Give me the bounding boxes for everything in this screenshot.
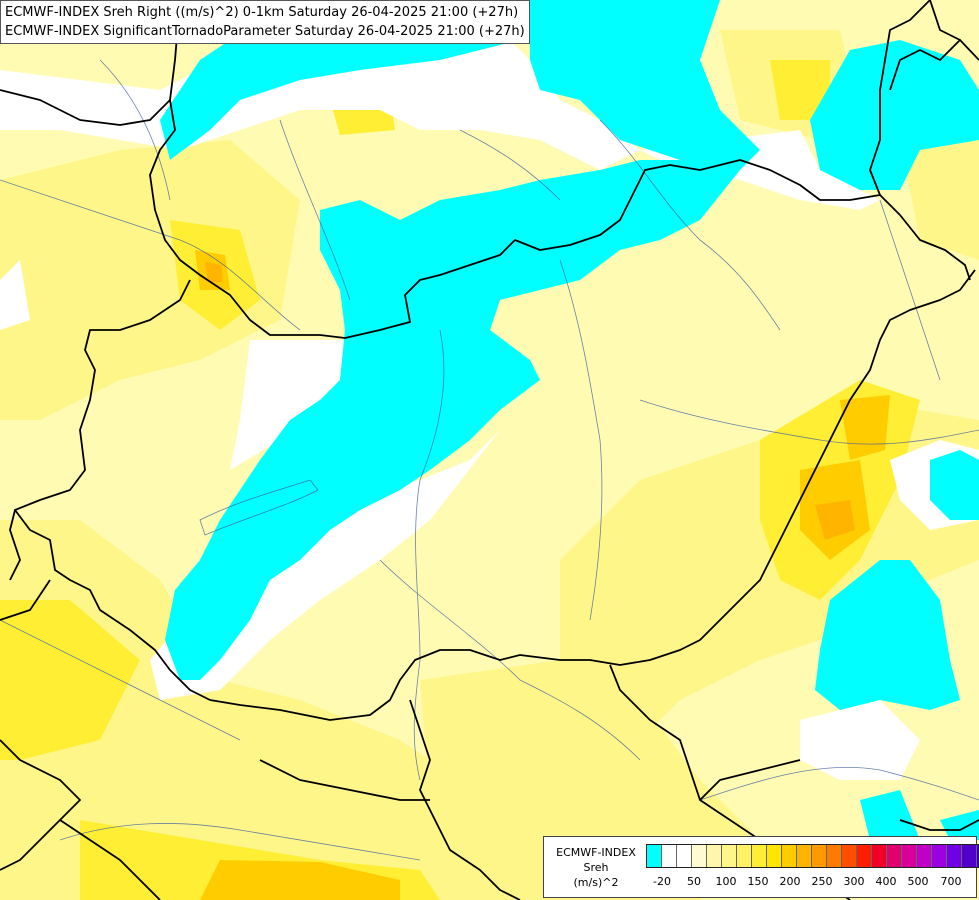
legend-swatch [887,845,902,867]
legend-swatch [962,845,977,867]
legend-swatch [722,845,737,867]
legend-swatch [872,845,887,867]
legend-swatch [977,845,979,867]
legend-swatch [677,845,692,867]
legend-line-unit: (m/s)^2 [573,876,619,889]
legend-swatch [812,845,827,867]
legend-tick-label: 100 [715,875,737,888]
legend-swatch [647,845,662,867]
legend-swatch [767,845,782,867]
legend-tick-label: 50 [687,875,701,888]
map-title: ECMWF-INDEX Sreh Right ((m/s)^2) 0-1km S… [0,0,530,44]
legend-tick-label: 250 [811,875,833,888]
legend-ticks: -20 50 100 150 200 250 300 400 500 700 [646,875,976,891]
legend-swatches [646,844,979,868]
legend-tick-label: 400 [875,875,897,888]
legend-swatch [692,845,707,867]
legend-swatch [917,845,932,867]
legend-swatch [947,845,962,867]
legend-line-model: ECMWF-INDEX [556,846,636,859]
legend-tick-label: 200 [779,875,801,888]
legend-swatch [737,845,752,867]
legend-tick-label: 700 [940,875,962,888]
sreh-field-orange-strong [205,262,855,540]
legend-swatch [842,845,857,867]
legend-line-var: Sreh [583,861,609,874]
title-line-stp: ECMWF-INDEX SignificantTornadoParameter … [5,24,525,39]
legend-swatch [857,845,872,867]
legend-tick-label: 500 [907,875,929,888]
legend-tick-label: -20 [653,875,671,888]
title-line-sreh: ECMWF-INDEX Sreh Right ((m/s)^2) 0-1km S… [5,5,519,20]
legend-swatch [827,845,842,867]
legend-swatch [932,845,947,867]
legend-tick-label: 150 [747,875,769,888]
legend-swatch [782,845,797,867]
legend-swatch [797,845,812,867]
legend-swatch [707,845,722,867]
color-legend: ECMWF-INDEX Sreh (m/s)^2 -20 50 100 150 200 2… [543,836,979,898]
legend-swatch [902,845,917,867]
rivers [0,59,979,861]
legend-tick-label: 300 [843,875,865,888]
legend-title: ECMWF-INDEX Sreh (m/s)^2 [548,845,644,890]
legend-swatch [752,845,767,867]
legend-swatch [662,845,677,867]
